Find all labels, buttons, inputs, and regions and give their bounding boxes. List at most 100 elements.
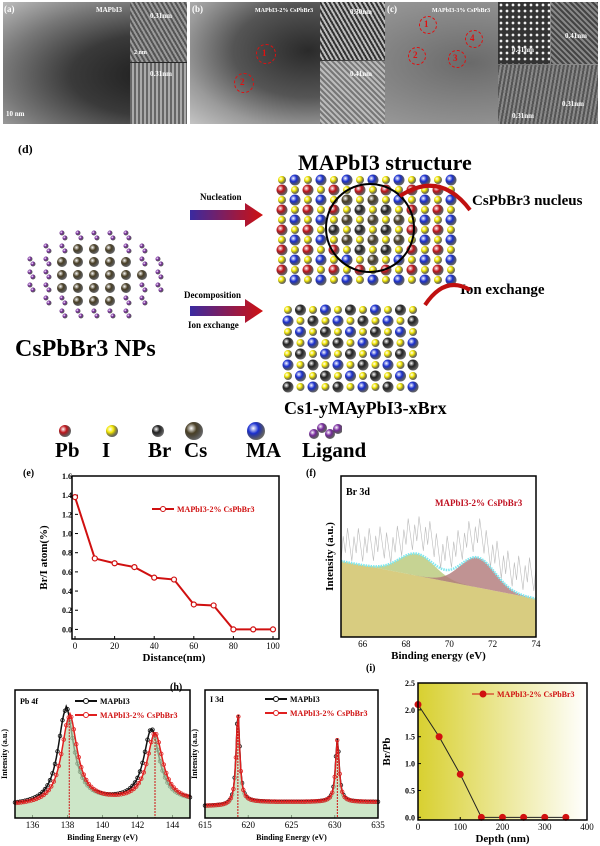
atom-br [332,381,344,393]
atom-i [409,328,417,336]
atom-i [356,176,364,184]
atom-ligand [43,295,49,301]
scale-bar: 10 nm [6,110,25,118]
panel-title-c: MAPbI3-3% CsPbBr3 [432,8,491,14]
atom-i [434,196,442,204]
atom-br [328,224,340,236]
x-axis-label: Binding Energy (eV) [256,833,327,842]
atom-cs [137,270,147,280]
nucleation-label: Nucleation [200,192,242,202]
fit-area [205,716,378,818]
y-tick-label: 1.0 [405,760,415,769]
atom-ligand [78,313,84,319]
x-tick-label: 100 [266,641,280,651]
atom-i [296,361,305,369]
atom-i [296,317,305,325]
atom-ma [395,326,406,338]
y-tick-label: 0.0 [62,625,72,634]
atom-i [334,350,342,358]
atom-i [447,226,455,234]
panel-label-c: (c) [387,4,397,14]
data-point [34,796,39,802]
x-tick-label: 615 [198,820,212,830]
atom-cs [105,270,115,280]
atom-br [345,304,356,316]
legend-label-ligand: Ligand [302,438,367,462]
atom-cs [185,422,203,440]
atom-i [346,317,355,325]
atom-ligand [46,261,52,267]
atom-i [359,350,367,358]
region-circle-3 [448,50,466,68]
atom-i [343,246,351,254]
data-point [41,792,46,798]
data-point [111,560,118,567]
legend-label-cs: Cs [184,438,208,462]
data-point [226,799,231,804]
atom-i [346,339,355,347]
data-point [66,715,71,720]
atom-cs [89,296,99,306]
atom-cs [89,270,99,280]
atom-ligand [123,243,129,249]
atom-i [278,236,286,244]
panel-label-a: (a) [4,4,15,14]
atom-i [309,350,317,358]
region-circle-1 [419,16,437,34]
y-axis-label: Intensity (a.u.) [190,729,199,779]
structure-title: MAPbI3 structure [298,150,472,175]
atom-i [434,216,442,224]
atom-ligand [126,235,132,241]
data-point [221,801,226,807]
atom-ligand [123,308,129,314]
atom-i [334,372,342,380]
y-tick-label: 1.2 [62,510,72,519]
atom-i [356,216,364,224]
legend-label-br: Br [148,438,172,462]
data-point [357,799,362,804]
atom-ma [382,315,394,327]
data-point [320,798,325,803]
atom-ligand [43,282,49,288]
atom-ligand [62,248,68,254]
atom-ligand [142,248,148,254]
atom-cs [393,234,405,246]
atom-br [354,244,366,256]
atom-i [284,306,292,314]
atom-cs [73,296,83,306]
data-point [269,626,277,633]
region-circle-1 [256,44,276,64]
atom-br [380,204,392,216]
data-point [161,762,166,767]
atom-ligand [126,313,132,319]
x-tick-label: 74 [532,639,542,649]
data-point [16,800,21,805]
atom-legend: Pb I Br Cs MA Ligand [40,420,380,462]
atom-pb [302,184,314,196]
atom-i [317,226,325,234]
atom-pb [276,264,288,276]
atom-cs [341,214,353,226]
data-point [288,799,293,804]
chart-annotation: MAPbI3-2% CsPbBr3 [435,498,523,508]
data-point [206,803,211,808]
chart-title: Pb 4f [20,697,38,706]
atom-i [309,306,317,314]
atom-i [304,196,312,204]
hrtem-inset-b1 [320,2,387,60]
atom-br [354,224,366,236]
data-point [24,799,29,804]
atom-cs [89,244,99,254]
data-point [21,799,26,805]
data-point [52,761,58,767]
atom-pb [432,244,444,256]
data-point [151,731,156,737]
atom-i [278,276,286,284]
atom-ma [282,315,294,327]
atom-i [284,350,292,358]
data-point [435,733,443,741]
data-point [243,793,248,799]
atom-ligand [62,313,68,319]
atom-i [369,206,377,214]
atom-ma [295,326,306,338]
